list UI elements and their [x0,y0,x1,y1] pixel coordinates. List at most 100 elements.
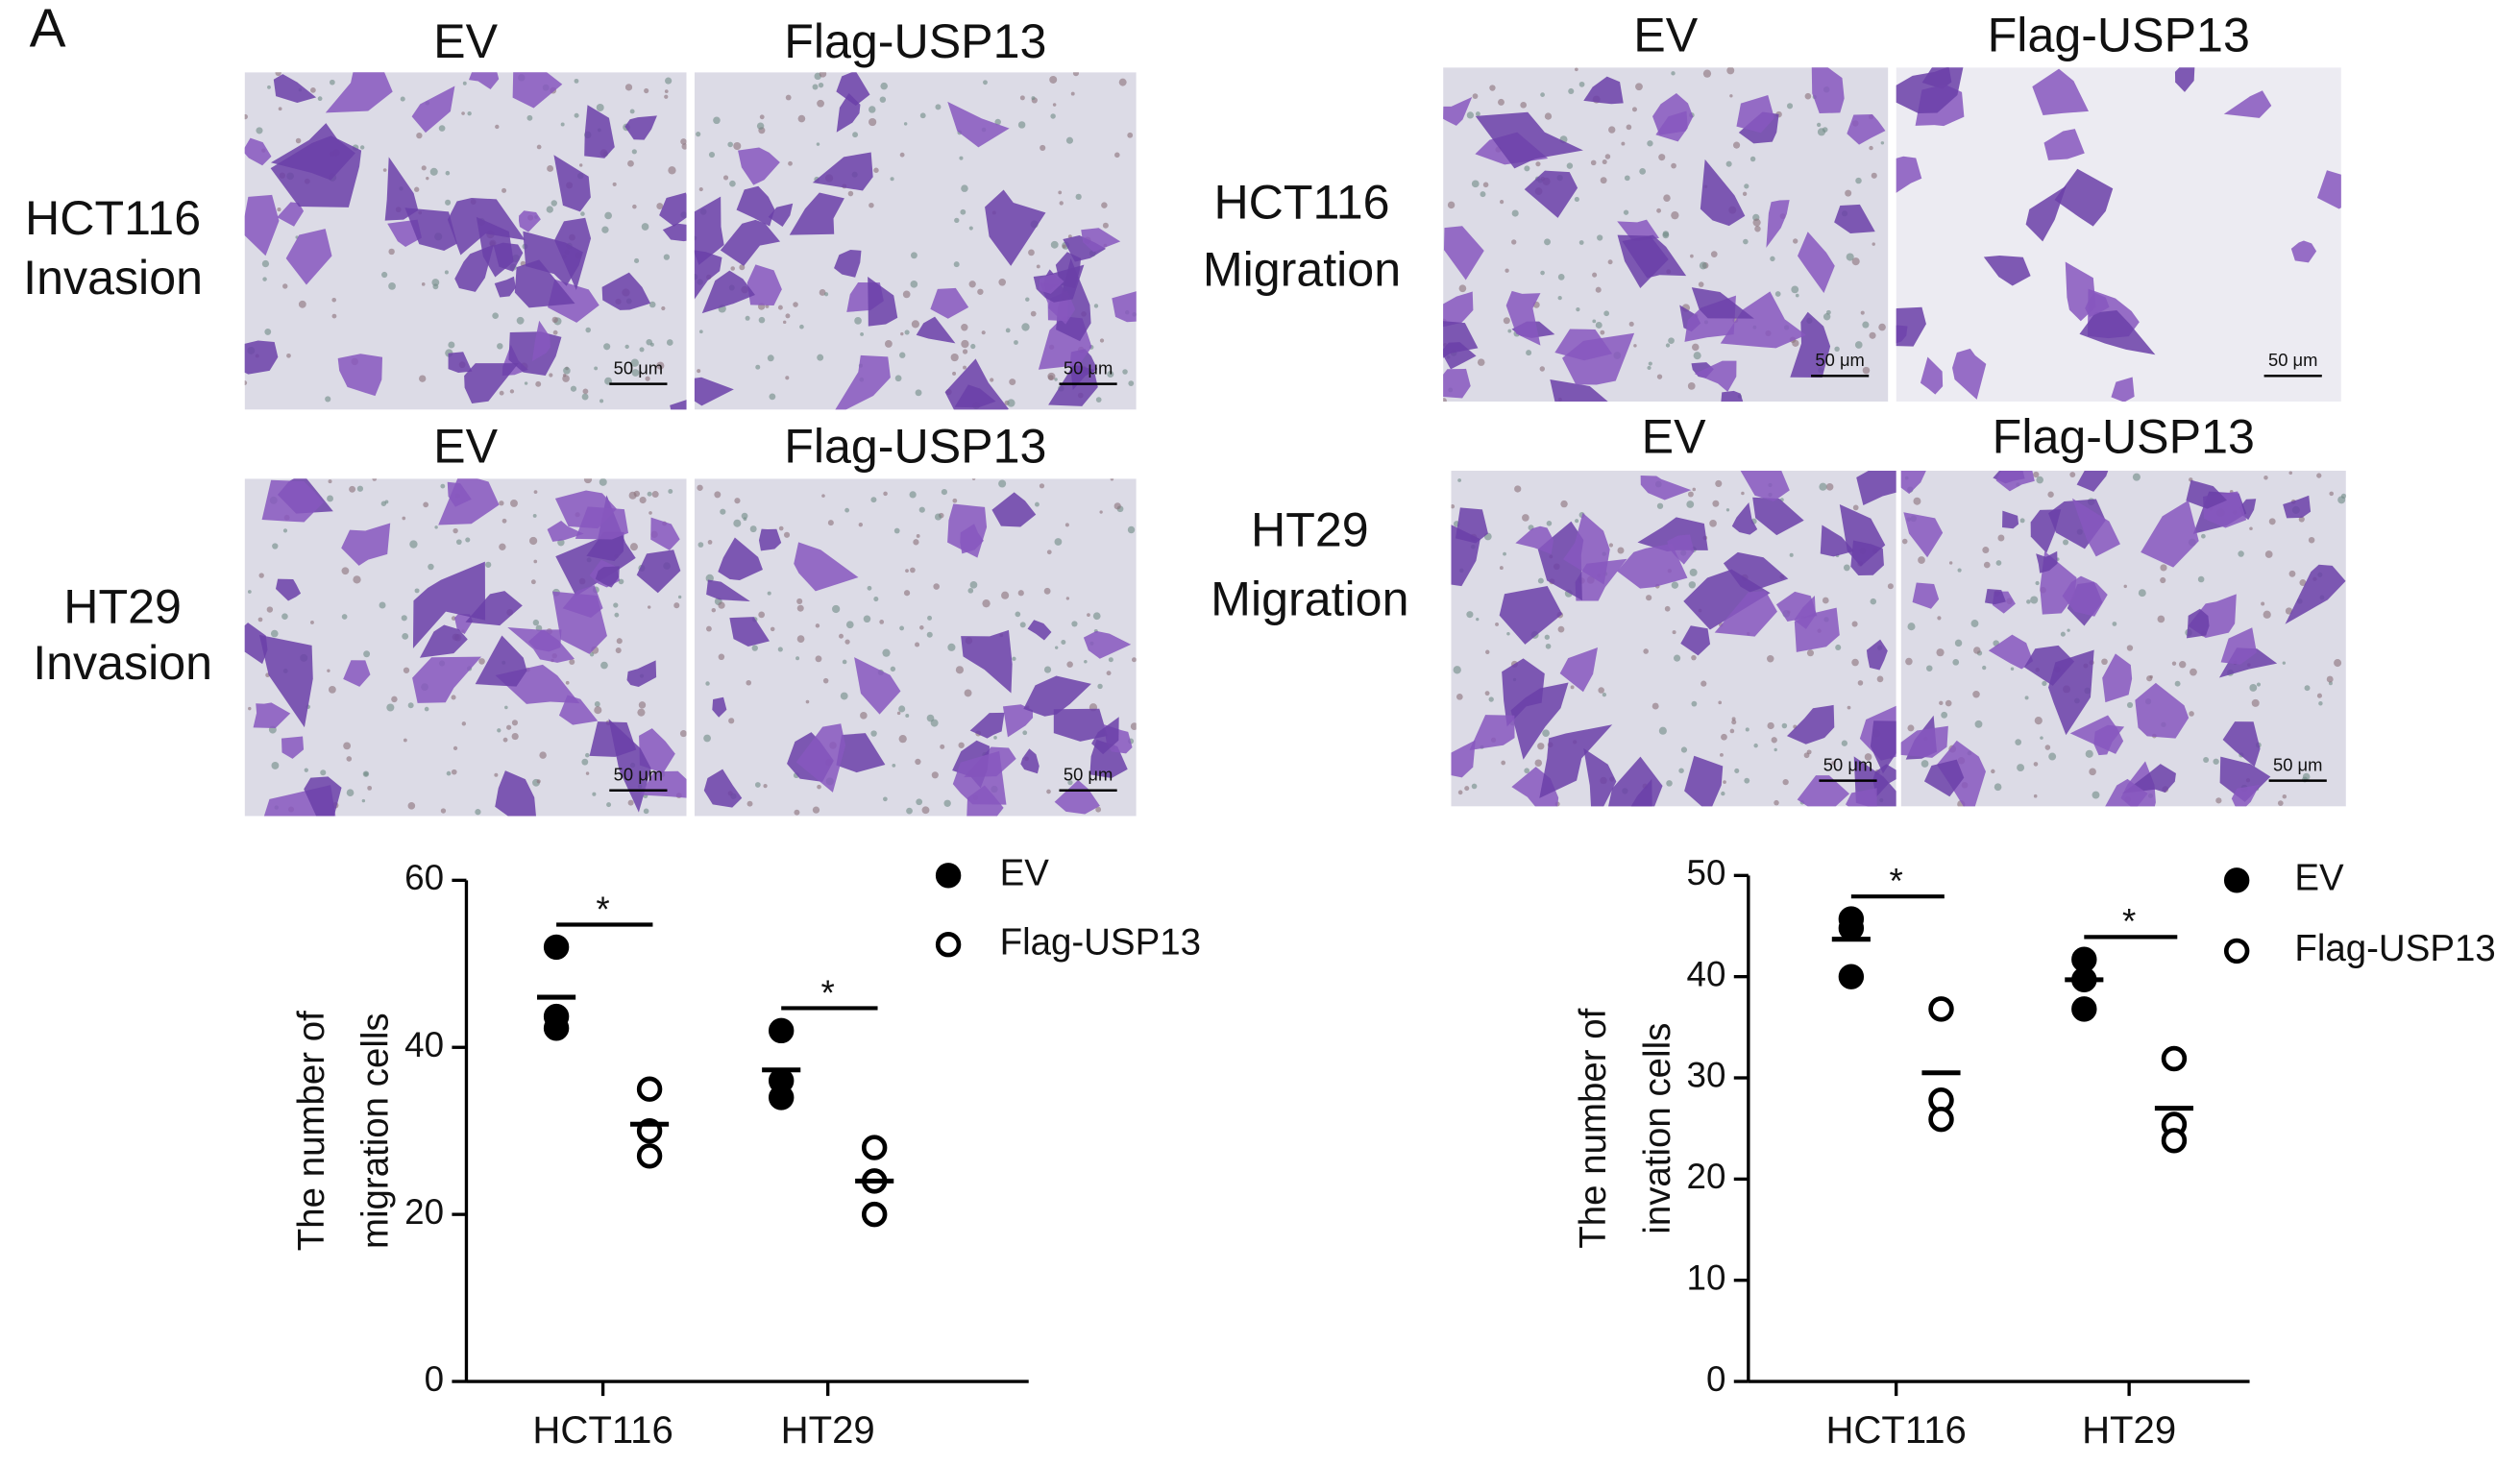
cell [412,561,486,649]
cell [1054,779,1100,815]
data-point [1928,1106,1954,1133]
pore [1753,743,1758,748]
pore [2034,717,2043,725]
cell [2222,721,2261,768]
pore [2160,576,2166,584]
cell [1027,620,1052,641]
pore [983,80,988,85]
cell [514,259,575,308]
pore [2126,701,2134,708]
pore [1608,126,1616,134]
pore [1597,234,1603,241]
scale-bar-label: 50 μm [1064,357,1113,378]
cell [275,578,302,601]
pore [2238,550,2244,557]
pore [1789,552,1794,557]
pore [2160,564,2167,572]
cell [586,531,624,562]
cell [270,123,355,181]
pore [510,499,518,507]
pore [959,156,964,160]
pore [1092,612,1101,621]
pore [926,631,933,638]
scale-bar-label: 50 μm [1823,754,1872,774]
cell [337,354,383,397]
cell [768,203,794,227]
pore [424,706,429,712]
pore [391,696,398,703]
pore [673,602,680,609]
pore [549,373,553,378]
pore [1793,238,1798,244]
pore [603,343,611,351]
pore [1715,479,1723,487]
pore [1665,343,1671,348]
pore [1995,560,2002,566]
pore [1767,721,1774,730]
pore [400,96,405,102]
pore [1623,209,1629,215]
pore [1071,621,1078,627]
data-point [543,1015,570,1041]
pore [1471,180,1480,188]
pore [720,508,726,515]
pore [499,390,504,396]
cell [2186,479,2227,509]
pore [933,583,940,590]
pore [511,732,519,741]
pore [2092,791,2100,799]
pore [1647,140,1653,147]
pore [565,680,570,685]
cell [1896,156,1922,193]
pore [310,620,314,624]
pore [317,96,323,102]
cell [961,629,1013,694]
pore [244,113,248,120]
pore [497,343,503,350]
pore [1602,159,1607,165]
cell [325,72,393,113]
cell [1684,755,1724,807]
pore [812,806,820,814]
pore [1732,141,1741,149]
pore [580,211,585,216]
pore [379,601,386,609]
pore [794,809,800,816]
micrograph [244,72,687,410]
cell [447,481,472,507]
pore [666,339,673,346]
cell [448,352,473,373]
pore [1825,483,1834,491]
y-tick-label: 40 [404,1025,444,1064]
pore [388,248,395,256]
pore [1544,634,1550,640]
column-title: EV [1642,409,1706,463]
pore [1752,218,1761,227]
legend-label: Flag-USP13 [2294,928,2495,969]
pore [1702,69,1712,78]
cell [475,635,527,687]
pore [2171,661,2177,666]
cell [659,192,687,227]
cell [1443,321,1479,358]
pore [958,742,965,748]
pore [796,604,804,612]
cell [1505,290,1541,346]
y-tick-label: 40 [1687,954,1726,993]
pore [2024,696,2029,700]
pore [961,184,968,192]
pore [631,369,640,377]
pore [1443,398,1447,403]
pore [613,602,619,608]
pore [1921,760,1929,768]
cell [1912,582,1940,609]
pore [384,500,389,504]
pore [873,167,879,173]
pore [261,259,270,268]
row-label: HT29 [63,580,182,634]
cell [1456,507,1488,544]
column-title: EV [433,419,498,473]
column-title: Flag-USP13 [1993,409,2255,463]
cell [2316,170,2341,209]
pore [763,784,768,789]
